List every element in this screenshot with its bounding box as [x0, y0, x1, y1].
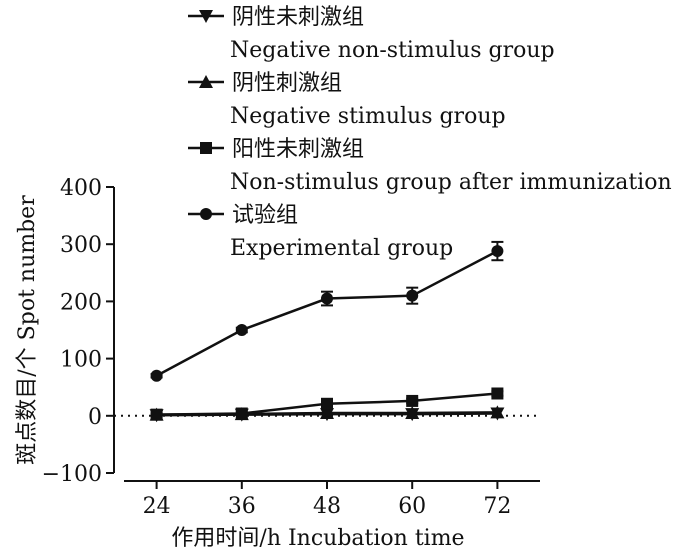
legend-label-cn: 试验组	[232, 203, 298, 228]
legend-label-en: Non-stimulus group after immunization	[230, 170, 672, 195]
legend-marker	[200, 142, 212, 154]
data-point	[235, 324, 248, 336]
legend-label-en: Experimental group	[230, 236, 453, 261]
data-point	[406, 289, 419, 302]
y-tick-label: 300	[60, 233, 102, 258]
data-point	[406, 394, 419, 407]
data-point	[490, 405, 505, 419]
legend-marker	[200, 208, 212, 220]
data-point	[491, 245, 504, 258]
data-point	[405, 405, 420, 419]
legend-label-cn: 阴性刺激组	[232, 71, 342, 96]
legend-label-cn: 阴性未刺激组	[232, 5, 364, 30]
data-point	[321, 292, 333, 305]
y-tick-label: 200	[60, 290, 102, 315]
x-tick-label: 48	[313, 494, 341, 519]
legend-marker	[199, 10, 213, 23]
legend-entry-3: 试验组 Experimental group	[188, 203, 453, 261]
data-point	[320, 405, 334, 419]
ticks: −100 0 100 200 300 400 24 36 48 60 72	[42, 176, 512, 519]
data-point	[235, 407, 248, 420]
legend: 阴性未刺激组 Negative non-stimulus group 阴性刺激组 Ne…	[188, 5, 672, 261]
y-tick-label: −100	[42, 462, 102, 487]
legend-marker	[199, 75, 213, 88]
y-tick-label: 100	[60, 348, 102, 373]
axes	[113, 187, 540, 482]
data-point	[150, 408, 163, 421]
x-axis-label: 作用时间/h Incubation time	[171, 526, 464, 551]
series-line	[156, 249, 498, 377]
y-tick-label: 400	[60, 176, 102, 201]
x-tick-label: 60	[398, 494, 426, 519]
legend-label-cn: 阳性未刺激组	[232, 137, 364, 162]
x-tick-label: 24	[143, 494, 171, 519]
data-point	[321, 397, 333, 410]
legend-label-en: Negative non-stimulus group	[230, 38, 555, 63]
data-point	[150, 369, 163, 382]
legend-entry-2: 阳性未刺激组 Non-stimulus group after immunizat…	[188, 137, 672, 195]
data-point	[491, 387, 504, 400]
series-2	[150, 387, 504, 421]
series-3	[150, 240, 504, 382]
legend-label-en: Negative stimulus group	[230, 104, 506, 129]
series-group	[149, 240, 505, 423]
legend-entry-1: 阴性刺激组 Negative stimulus group	[188, 71, 506, 129]
legend-entry-0: 阴性未刺激组 Negative non-stimulus group	[188, 5, 555, 63]
x-tick-label: 36	[228, 494, 256, 519]
y-axis-label: 斑点数目/个 Spot number	[15, 195, 40, 465]
y-tick-label: 0	[88, 405, 102, 430]
x-tick-label: 72	[483, 494, 511, 519]
